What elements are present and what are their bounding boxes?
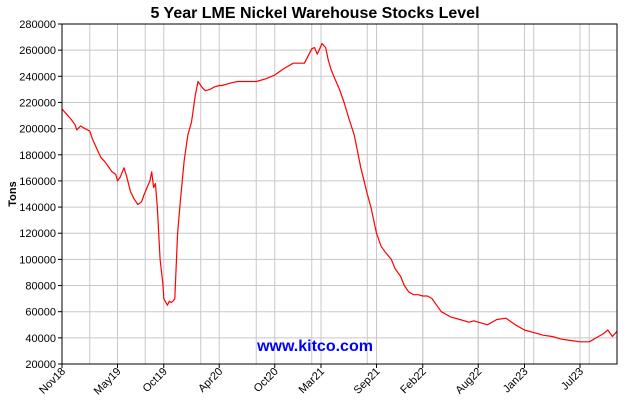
- x-axis: Nov18 May19 Oct19 Apr20 Oct20 Mar21 Sep21 Feb22…: [37, 364, 586, 397]
- y-tick-label: 280000: [19, 19, 56, 31]
- watermark-link[interactable]: www.kitco.com: [256, 338, 373, 355]
- chart-title: 5 Year LME Nickel Warehouse Stocks Level: [150, 5, 479, 22]
- y-tick-label: 20000: [25, 359, 56, 371]
- y-tick-label: 220000: [19, 97, 56, 109]
- x-tick-label: Oct19: [141, 366, 170, 395]
- y-tick-label: 180000: [19, 150, 56, 162]
- y-tick-label: 60000: [25, 307, 56, 319]
- x-tick-label: Apr20: [196, 366, 225, 395]
- x-tick-label: Jul23: [559, 366, 586, 393]
- y-tick-label: 260000: [19, 45, 56, 57]
- grid: [62, 24, 617, 364]
- y-tick-label: 80000: [25, 281, 56, 293]
- x-tick-label: Feb22: [398, 366, 429, 397]
- y-tick-label: 100000: [19, 254, 56, 266]
- y-tick-label: 240000: [19, 71, 56, 83]
- x-tick-label: Mar21: [297, 366, 328, 397]
- x-tick-label: Oct20: [252, 366, 281, 395]
- y-tick-label: 160000: [19, 176, 56, 188]
- x-tick-label: Aug22: [453, 366, 484, 397]
- y-tick-label: 120000: [19, 228, 56, 240]
- series-layer: [61, 42, 618, 343]
- x-tick-label: Jan23: [501, 366, 531, 396]
- y-tick-label: 40000: [25, 333, 56, 345]
- plot-frame: [61, 23, 618, 365]
- y-axis: 20000 40000 60000 80000 100000 120000 140000 16…: [19, 19, 62, 371]
- series-line: [61, 42, 618, 343]
- x-tick-label: Sep21: [352, 366, 383, 397]
- y-axis-label: Tons: [7, 181, 19, 206]
- y-tick-label: 200000: [19, 124, 56, 136]
- y-tick-label: 140000: [19, 202, 56, 214]
- x-tick-label: May19: [92, 366, 124, 398]
